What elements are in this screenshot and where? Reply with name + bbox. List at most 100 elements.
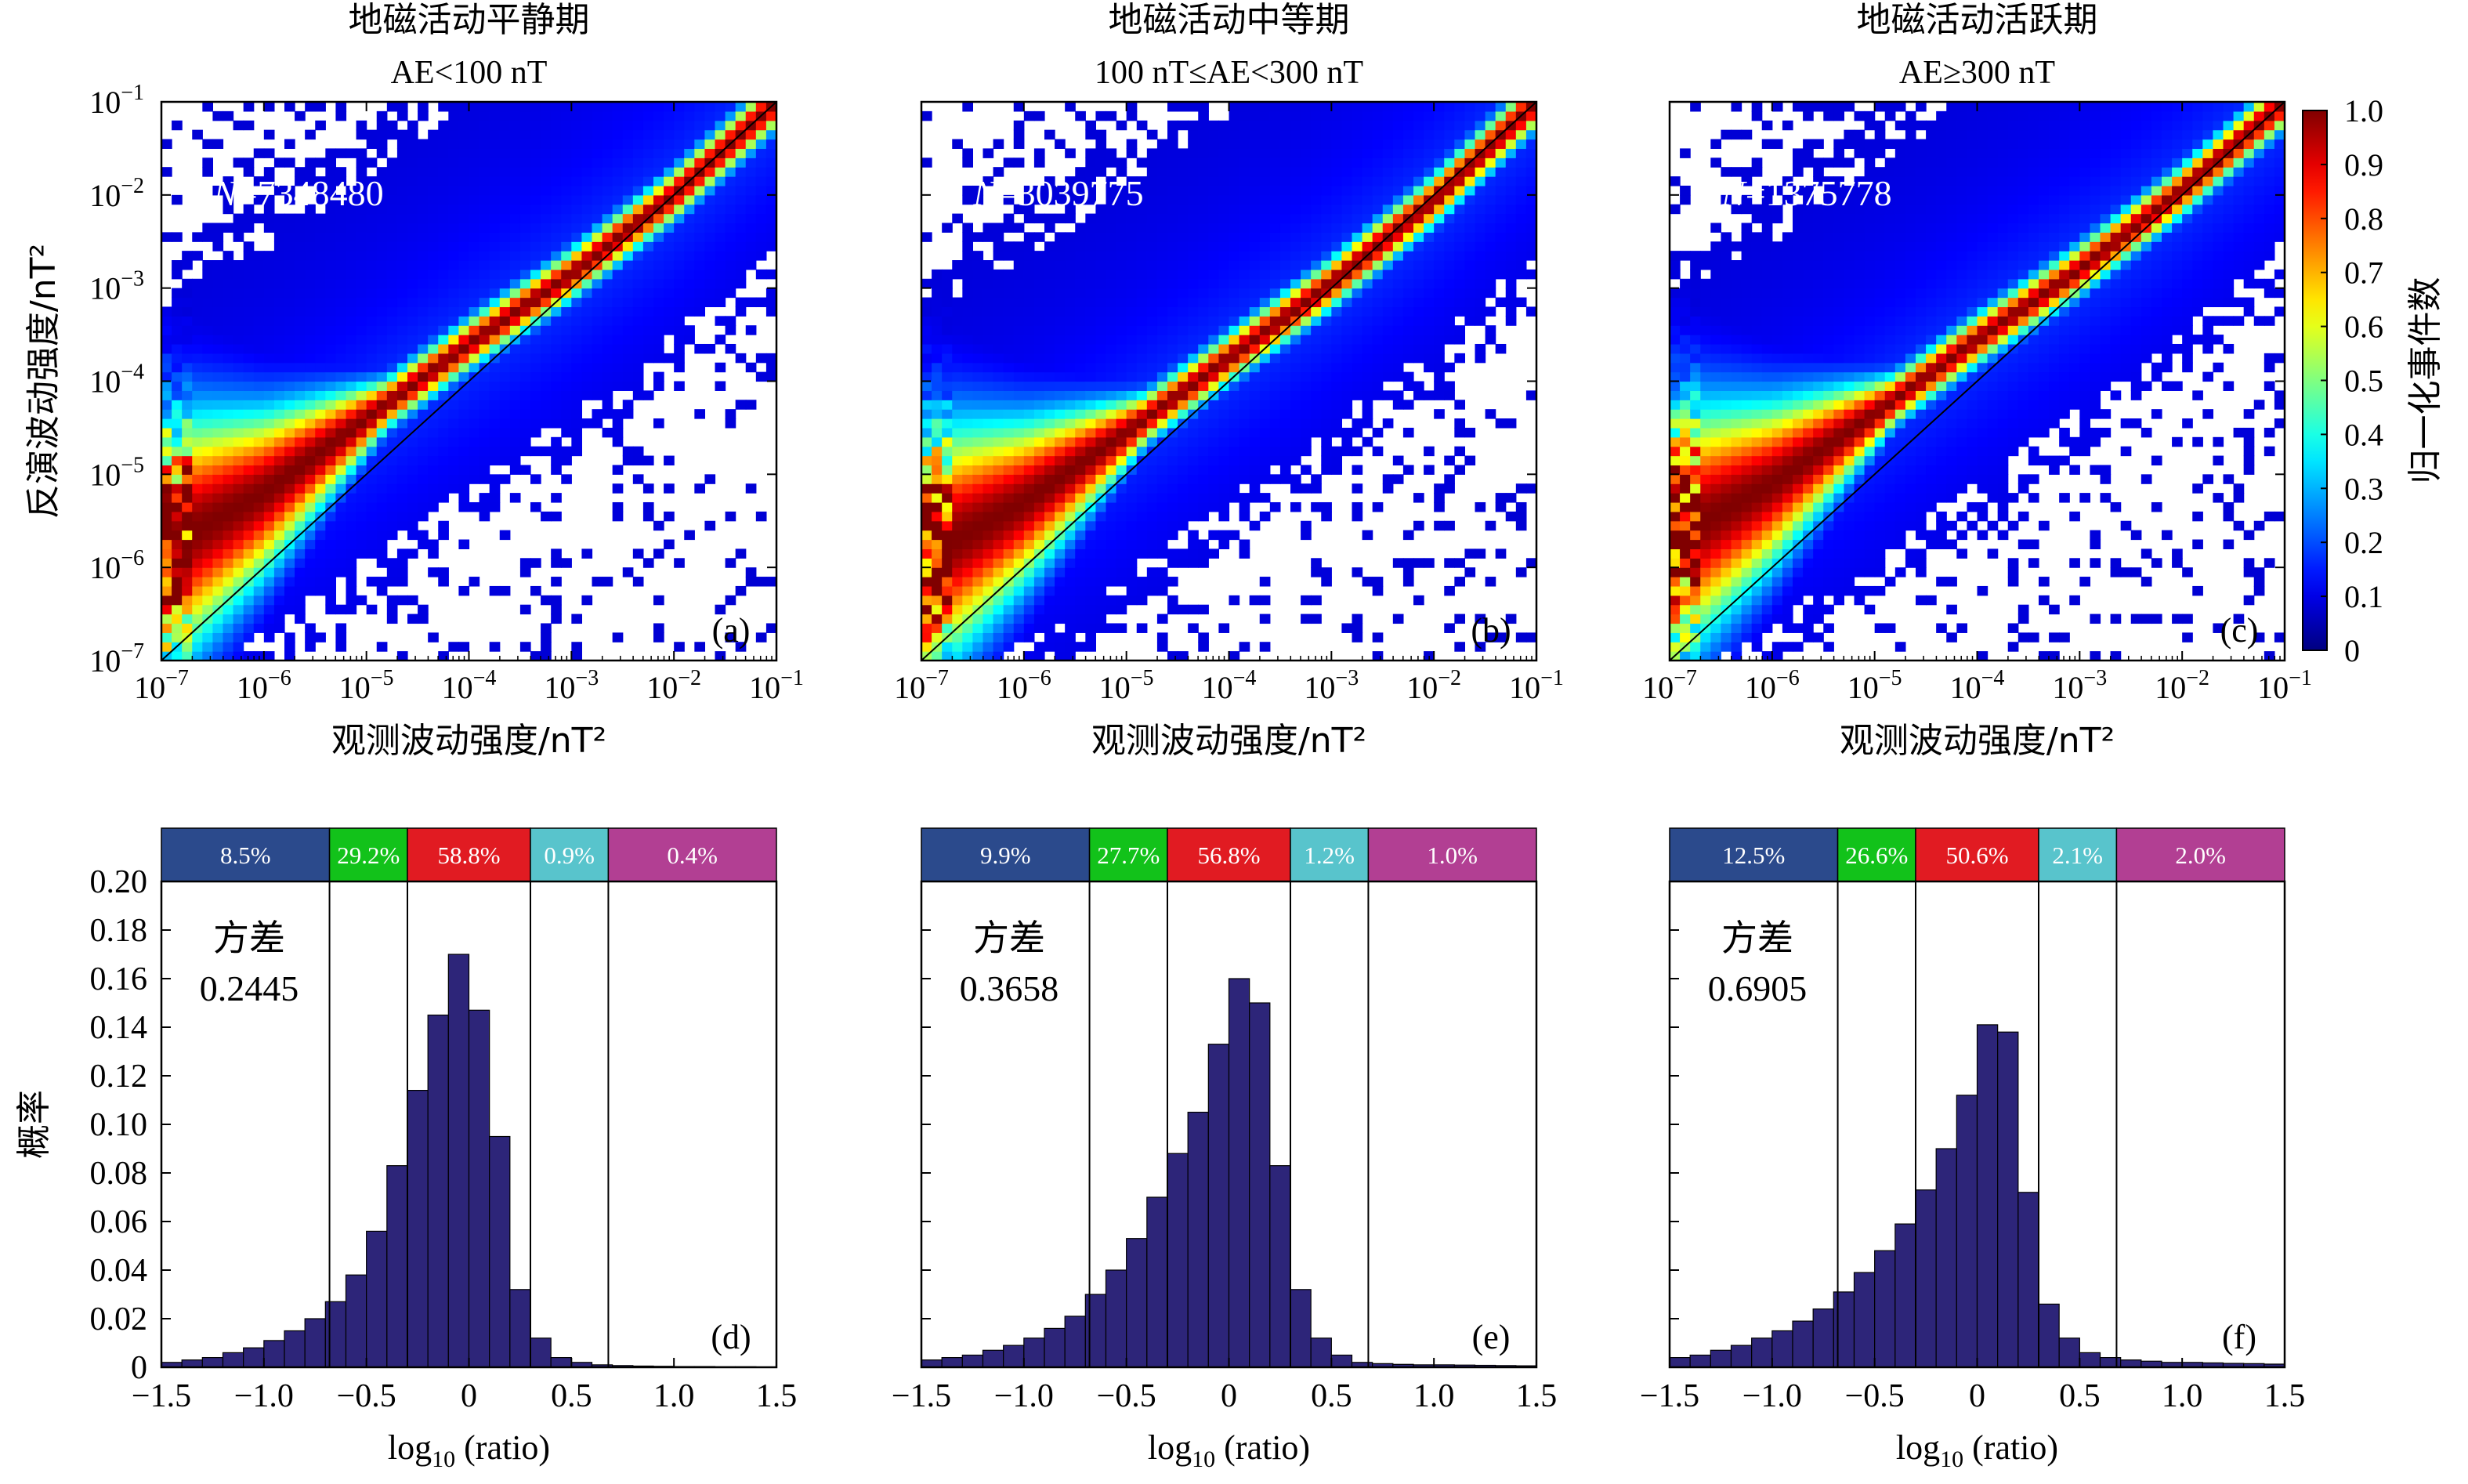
heatmap-cell bbox=[1208, 204, 1220, 215]
heatmap-cell bbox=[172, 548, 183, 559]
y-tick-exponent: −6 bbox=[121, 546, 144, 570]
heatmap-cell bbox=[223, 577, 234, 587]
heatmap-cell bbox=[932, 585, 943, 596]
heatmap-cell bbox=[305, 409, 316, 419]
heatmap-cell bbox=[1372, 110, 1384, 121]
heatmap-cell bbox=[469, 110, 480, 121]
heatmap-cell bbox=[1413, 390, 1424, 400]
heatmap-cell bbox=[489, 409, 501, 419]
heatmap-cell bbox=[479, 343, 490, 354]
heatmap-cell bbox=[1065, 474, 1076, 484]
heatmap-cell bbox=[1106, 558, 1117, 568]
heatmap-cell bbox=[376, 427, 388, 438]
heatmap-cell bbox=[1065, 232, 1076, 242]
heatmap-cell bbox=[325, 185, 337, 196]
heatmap-cell bbox=[1095, 213, 1107, 224]
heatmap-cell bbox=[479, 465, 490, 475]
heatmap-cell bbox=[396, 194, 408, 205]
heatmap-cell bbox=[1116, 241, 1127, 252]
heatmap-cell bbox=[1178, 446, 1189, 457]
heatmap-cell bbox=[1301, 129, 1312, 140]
heatmap-cell bbox=[202, 567, 214, 577]
heatmap-cell bbox=[1033, 194, 1045, 205]
heatmap-cell bbox=[295, 167, 306, 177]
heatmap-cell bbox=[1106, 465, 1117, 475]
heatmap-cell bbox=[356, 353, 367, 364]
heatmap-cell bbox=[735, 148, 747, 158]
heatmap-cell bbox=[1249, 260, 1261, 270]
heatmap-cell bbox=[366, 418, 378, 429]
heatmap-cell bbox=[1259, 446, 1271, 457]
heatmap-cell bbox=[469, 353, 480, 364]
heatmap-cell bbox=[1075, 241, 1086, 252]
heatmap-cell bbox=[519, 427, 531, 438]
heatmap-cell bbox=[489, 102, 501, 112]
heatmap-cell bbox=[1065, 204, 1076, 215]
heatmap-cell bbox=[684, 232, 695, 242]
heatmap-cell bbox=[295, 567, 306, 577]
heatmap-cell bbox=[1392, 213, 1404, 224]
heatmap-cell bbox=[335, 110, 347, 121]
heatmap-cell bbox=[1434, 148, 1445, 158]
heatmap-cell bbox=[1156, 465, 1168, 475]
heatmap-cell bbox=[1136, 585, 1148, 596]
heatmap-cell bbox=[921, 278, 932, 289]
heatmap-cell bbox=[469, 120, 480, 131]
heatmap-cell bbox=[1095, 335, 1107, 345]
heatmap-cell bbox=[315, 418, 326, 429]
heatmap-cell bbox=[366, 604, 378, 615]
heatmap-cell bbox=[1362, 176, 1373, 186]
heatmap-cell bbox=[1085, 455, 1097, 466]
heatmap-cell bbox=[972, 335, 984, 345]
heatmap-cell bbox=[541, 651, 552, 661]
heatmap-cell bbox=[469, 427, 480, 438]
heatmap-cell bbox=[202, 409, 214, 419]
heatmap-cell bbox=[1178, 241, 1189, 252]
heatmap-cell bbox=[561, 335, 572, 345]
heatmap-cell bbox=[1321, 409, 1332, 419]
heatmap-cell bbox=[1229, 427, 1240, 438]
heatmap-cell bbox=[1188, 260, 1199, 270]
heatmap-cell bbox=[1331, 232, 1343, 242]
heatmap-cell bbox=[1116, 316, 1127, 326]
heatmap-cell bbox=[428, 241, 439, 252]
heatmap-cell bbox=[243, 474, 255, 484]
heatmap-cell bbox=[1392, 157, 1404, 168]
heatmap-cell bbox=[704, 297, 716, 308]
heatmap-cell bbox=[489, 501, 501, 512]
heatmap-cell bbox=[1341, 353, 1353, 364]
heatmap-cell bbox=[376, 558, 388, 568]
heatmap-cell bbox=[356, 148, 367, 158]
heatmap-cell bbox=[1065, 343, 1076, 354]
heatmap-cell bbox=[1198, 409, 1209, 419]
heatmap-cell bbox=[1055, 651, 1066, 661]
heatmap-cell bbox=[952, 474, 963, 484]
heatmap-cell bbox=[295, 343, 306, 354]
heatmap-cell bbox=[1229, 120, 1240, 131]
heatmap-cell bbox=[1269, 371, 1281, 382]
heatmap-cell bbox=[469, 362, 480, 373]
heatmap-cell bbox=[1208, 176, 1220, 186]
heatmap-cell bbox=[561, 558, 572, 568]
heatmap-cell bbox=[346, 418, 357, 429]
heatmap-cell bbox=[479, 390, 490, 400]
heatmap-cell bbox=[765, 129, 777, 140]
heatmap-cell bbox=[1372, 251, 1384, 261]
heatmap-cell bbox=[315, 194, 326, 205]
heatmap-cell bbox=[551, 260, 562, 270]
heatmap-cell bbox=[952, 520, 963, 531]
heatmap-cell bbox=[407, 614, 418, 624]
heatmap-cell bbox=[1095, 427, 1107, 438]
heatmap-cell bbox=[172, 474, 183, 484]
heatmap-cell bbox=[356, 371, 367, 382]
heatmap-cell bbox=[571, 418, 583, 429]
heatmap-cell bbox=[1055, 316, 1066, 326]
heatmap-cell bbox=[1229, 353, 1240, 364]
heatmap-cell bbox=[1402, 269, 1414, 280]
heatmap-cell bbox=[1055, 577, 1066, 587]
heatmap-cell bbox=[1085, 595, 1097, 606]
heatmap-cell bbox=[962, 148, 974, 158]
heatmap-cell bbox=[386, 251, 398, 261]
heatmap-cell bbox=[1279, 223, 1291, 233]
heatmap-cell bbox=[1208, 548, 1220, 559]
